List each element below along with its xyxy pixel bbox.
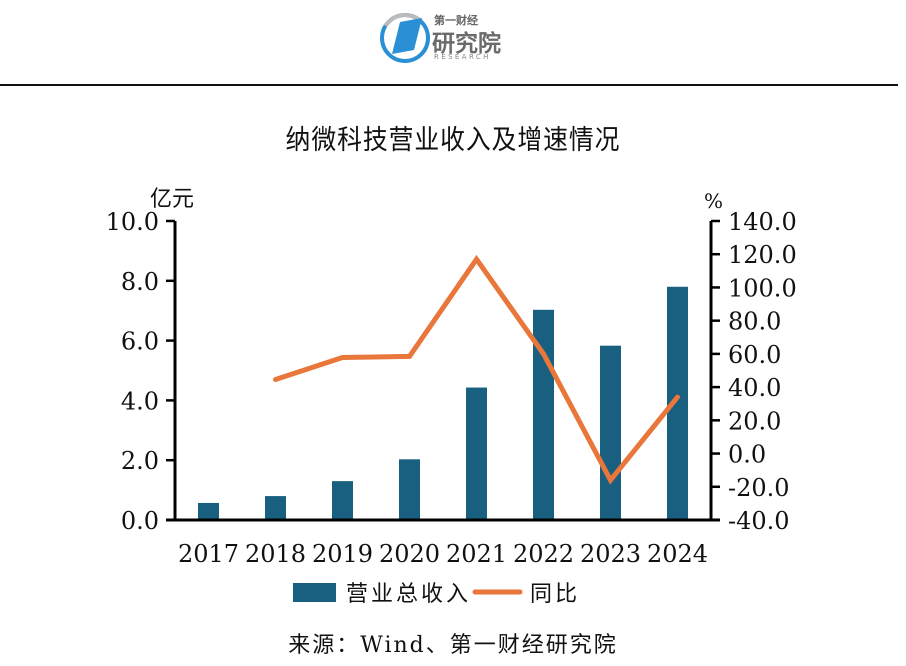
- left-tick-label: 4.0: [121, 387, 159, 415]
- right-tick-label: -20.0: [728, 474, 790, 502]
- x-tick-label: 2019: [312, 540, 373, 568]
- left-tick-label: 6.0: [121, 328, 159, 356]
- x-tick-label: 2024: [647, 540, 708, 568]
- right-tick-label: -40.0: [728, 507, 790, 535]
- series-line-yoy: [273, 254, 680, 485]
- logo: [378, 10, 508, 66]
- right-axis-label: %: [704, 189, 723, 213]
- bar-2017: [198, 502, 219, 520]
- header-divider: [0, 84, 898, 86]
- right-tick-label: 60.0: [728, 341, 781, 369]
- left-tick-label: 0.0: [121, 507, 159, 535]
- right-tick-label: 40.0: [728, 374, 781, 402]
- right-tick-label: 100.0: [728, 274, 797, 302]
- x-tick-label: 2023: [580, 540, 641, 568]
- legend-swatch-revenue: [293, 583, 336, 602]
- bar-2018: [265, 496, 286, 520]
- x-tick-label: 2017: [178, 540, 239, 568]
- right-tick-label: 140.0: [728, 208, 797, 236]
- logo-icon: [380, 13, 430, 63]
- x-tick-label: 2022: [513, 540, 574, 568]
- x-tick-label: 2021: [446, 540, 507, 568]
- left-axis-label: 亿元: [150, 187, 194, 212]
- right-tick-label: 20.0: [728, 407, 781, 435]
- bar-2019: [332, 481, 353, 520]
- legend-label-yoy: 同比: [530, 582, 580, 607]
- logo-text-en: RESEARCH: [434, 53, 491, 61]
- x-tick-label: 2018: [245, 540, 306, 568]
- right-tick-label: 120.0: [728, 241, 797, 269]
- bar-2024: [667, 286, 688, 520]
- source-note: 来源：Wind、第一财经研究院: [288, 633, 618, 658]
- right-tick-label: 0.0: [728, 441, 766, 469]
- logo-text-big: 研究院: [432, 31, 501, 57]
- left-tick-label: 10.0: [106, 208, 159, 236]
- left-tick-label: 2.0: [121, 447, 159, 475]
- legend-label-revenue: 营业总收入: [346, 582, 471, 607]
- bar-2023: [600, 345, 621, 520]
- chart-title: 纳微科技营业收入及增速情况: [285, 125, 621, 156]
- logo-text-small: 第一财经: [434, 14, 478, 27]
- right-tick-label: 80.0: [728, 308, 781, 336]
- bar-2020: [399, 459, 420, 520]
- left-tick-label: 8.0: [121, 268, 159, 296]
- x-tick-label: 2020: [379, 540, 440, 568]
- bar-2021: [466, 387, 487, 520]
